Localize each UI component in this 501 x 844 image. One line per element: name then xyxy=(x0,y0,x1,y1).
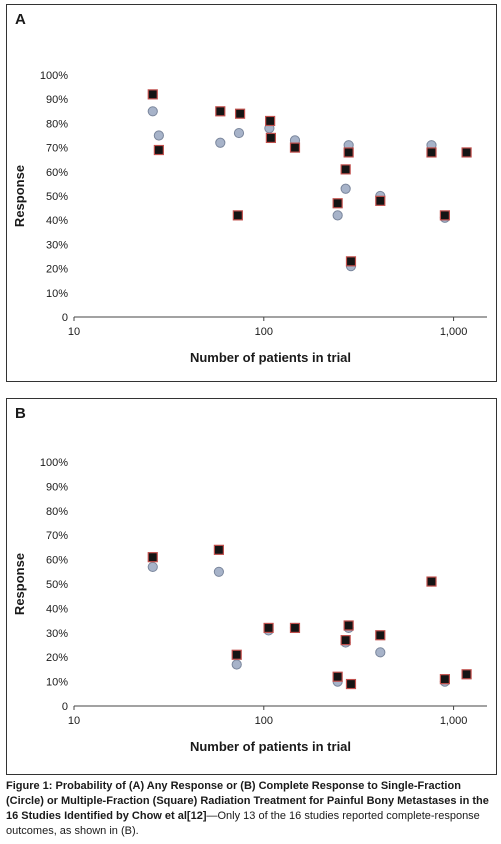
square-point xyxy=(215,106,226,117)
circle-point xyxy=(231,659,242,670)
chart-b: 0 10% 20% 30% 40% 50% 60% 70% 80% 90% 100% 10 100 1,0… xyxy=(12,457,487,754)
square-point xyxy=(232,210,243,221)
chart-a: 0 10% 20% 30% 40% 50% 60% 70% 80% 90% 100% 10 100 1,0… xyxy=(12,70,487,365)
panel-label-a: A xyxy=(15,11,26,28)
y-tick-label: 80% xyxy=(46,118,68,130)
square-point xyxy=(265,115,276,127)
x-tick-label: 1,000 xyxy=(440,715,468,727)
square-point xyxy=(345,256,357,267)
x-tick-label: 100 xyxy=(255,715,273,727)
square-point xyxy=(439,674,450,685)
square-point xyxy=(234,108,246,119)
y-tick-label: 70% xyxy=(46,143,68,155)
x-tick-label: 1,000 xyxy=(440,326,468,338)
square-point xyxy=(231,649,242,660)
y-tick-label: 90% xyxy=(46,94,68,106)
square-point xyxy=(343,620,354,631)
x-tick-label: 100 xyxy=(255,326,273,338)
y-tick-label: 10% xyxy=(46,677,68,689)
square-point xyxy=(340,164,351,175)
y-tick-label: 30% xyxy=(46,628,68,640)
caption-rest: —Only 13 of the 16 studies reported comp… xyxy=(6,810,480,837)
circle-point xyxy=(147,561,158,573)
square-point xyxy=(340,635,351,646)
circle-point xyxy=(332,210,343,221)
circle-point xyxy=(213,566,224,577)
square-point xyxy=(461,147,472,158)
y-tick-label: 40% xyxy=(46,215,68,227)
x-axis-title: Number of patients in trial xyxy=(190,739,351,754)
square-point xyxy=(289,142,301,153)
square-point xyxy=(343,147,354,158)
y-tick-label: 20% xyxy=(46,264,68,276)
square-point xyxy=(289,622,301,634)
x-axis-title: Number of patients in trial xyxy=(190,350,351,365)
y-tick-label: 30% xyxy=(46,239,68,251)
square-point xyxy=(375,630,386,641)
y-axis-title: Response xyxy=(12,165,27,227)
square-point xyxy=(426,147,437,158)
figure-caption: Figure 1: Probability of (A) Any Respons… xyxy=(6,779,495,839)
caption-bold: Figure 1: Probability of (A) Any Respons… xyxy=(6,780,489,822)
square-point xyxy=(426,576,437,587)
circle-point xyxy=(215,137,226,148)
circle-point xyxy=(375,647,386,658)
y-tick-label: 0 xyxy=(62,701,68,713)
panel-b: B 0 10% 20% 30% 40% 50% 60% 70% 80% 90% 100% 10 100 1… xyxy=(6,398,497,775)
square-point xyxy=(332,198,343,209)
y-tick-label: 100% xyxy=(40,457,68,469)
y-axis-title: Response xyxy=(12,553,27,615)
square-point xyxy=(213,544,224,555)
circle-point xyxy=(340,183,351,194)
panel-label-b: B xyxy=(15,405,26,422)
y-tick-label: 10% xyxy=(46,288,68,300)
circle-point xyxy=(147,106,158,117)
square-point xyxy=(461,669,472,680)
circle-point xyxy=(153,130,164,141)
y-tick-label: 50% xyxy=(46,191,68,203)
y-tick-label: 100% xyxy=(40,70,68,82)
square-point xyxy=(153,144,164,156)
square-point xyxy=(345,678,357,690)
y-tick-label: 20% xyxy=(46,652,68,664)
square-point xyxy=(439,210,450,221)
y-tick-label: 60% xyxy=(46,167,68,179)
square-point xyxy=(332,671,343,682)
x-tick-label: 10 xyxy=(68,715,80,727)
y-tick-label: 80% xyxy=(46,506,68,518)
y-tick-label: 0 xyxy=(62,312,68,324)
panel-a: A 0 10% 20% 30% 40% 50% 60% 70% 80% 90% 100% 10 100 1… xyxy=(6,4,497,382)
square-point xyxy=(375,195,386,206)
y-tick-label: 50% xyxy=(46,579,68,591)
square-point xyxy=(265,132,276,144)
y-tick-label: 70% xyxy=(46,530,68,542)
square-point xyxy=(263,622,274,634)
y-tick-label: 90% xyxy=(46,481,68,493)
square-point xyxy=(147,89,158,100)
square-point xyxy=(147,552,158,563)
circle-point xyxy=(233,127,245,139)
x-tick-label: 10 xyxy=(68,326,80,338)
y-tick-label: 60% xyxy=(46,555,68,567)
y-tick-label: 40% xyxy=(46,603,68,615)
